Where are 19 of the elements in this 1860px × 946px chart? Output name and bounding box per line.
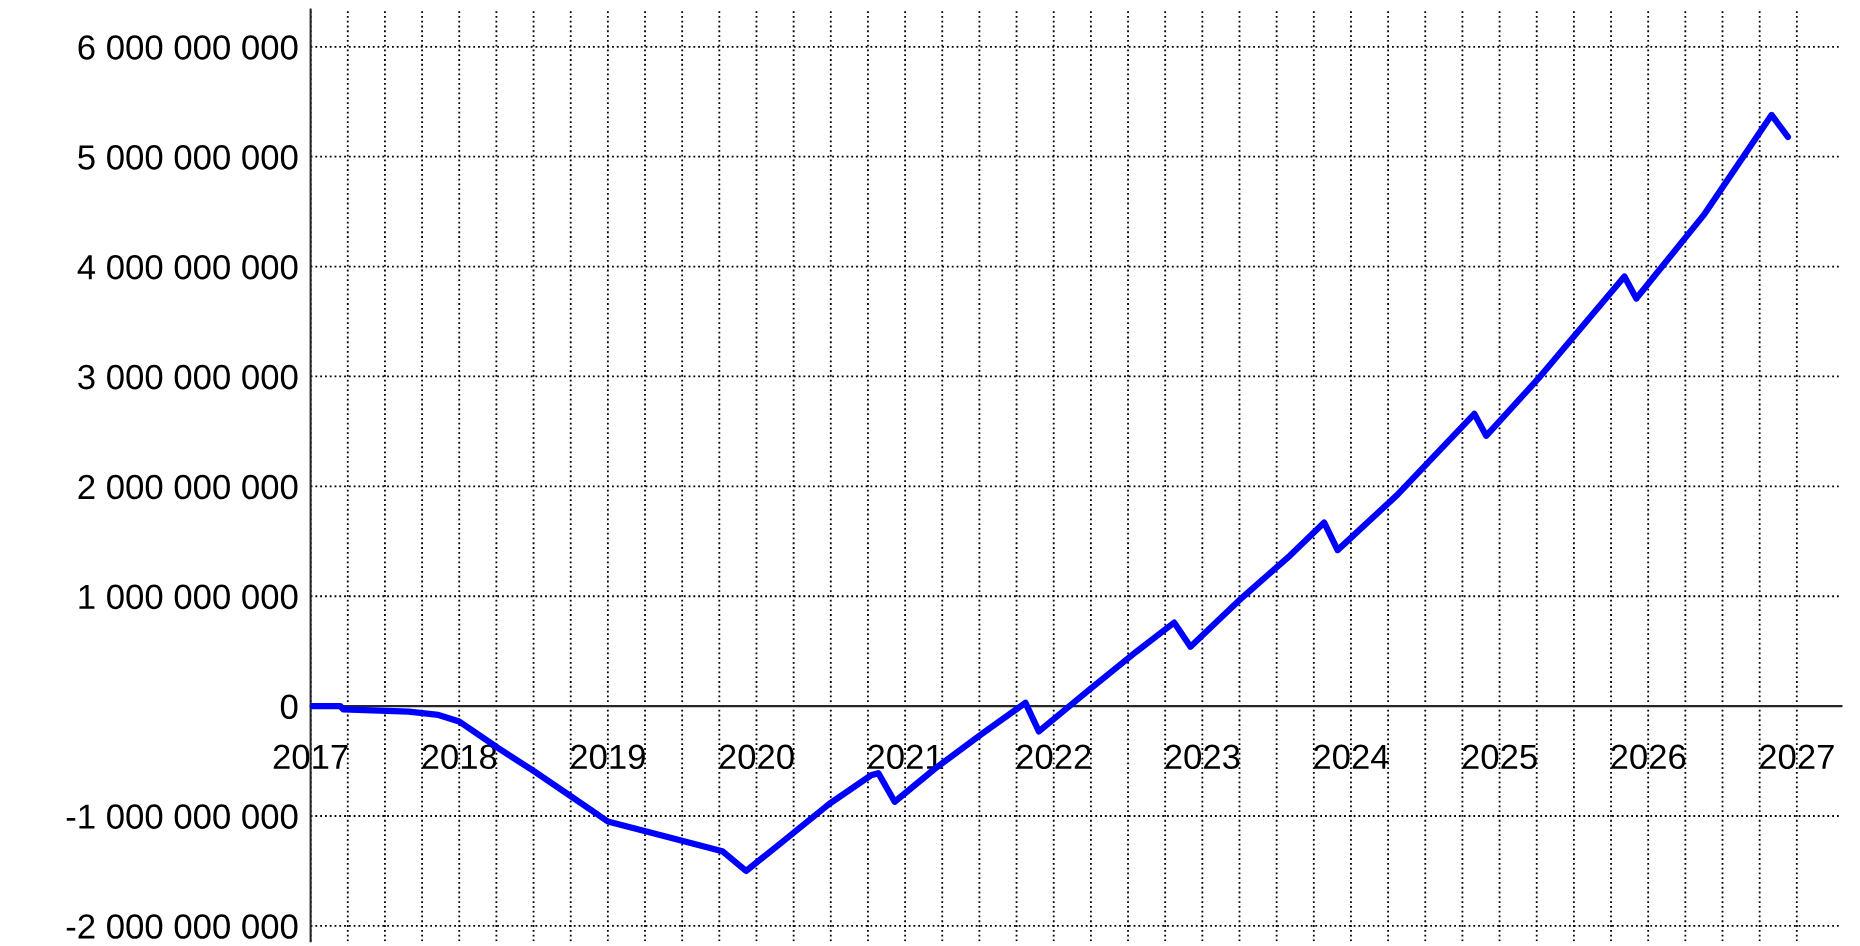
x-tick-label: 2025 [1462, 744, 1537, 770]
y-tick-label: 3 000 000 000 [78, 364, 298, 390]
y-tick-label: 1 000 000 000 [79, 584, 298, 610]
x-tick-label: 2026 [1611, 744, 1686, 770]
x-tick-label: 2024 [1314, 744, 1389, 770]
y-tick-label: -1 000 000 000 [66, 804, 298, 829]
y-tick-label: 4 000 000 000 [77, 254, 298, 280]
x-tick-label: 2020 [719, 744, 794, 770]
y-tick-label: 5 000 000 000 [78, 145, 298, 170]
x-tick-label: 2018 [422, 744, 497, 770]
y-tick-label: 0 [280, 694, 298, 720]
x-tick-label: 2023 [1165, 744, 1240, 770]
x-tick-label: 2027 [1759, 744, 1834, 770]
y-tick-label: 2 000 000 000 [78, 474, 298, 500]
y-tick-label: 6 000 000 000 [78, 35, 298, 60]
x-tick-label: 2021 [868, 744, 943, 770]
y-tick-label: -2 000 000 000 [66, 914, 298, 939]
x-tick-label: 2022 [1016, 744, 1091, 770]
x-tick-label: 2019 [570, 744, 645, 770]
